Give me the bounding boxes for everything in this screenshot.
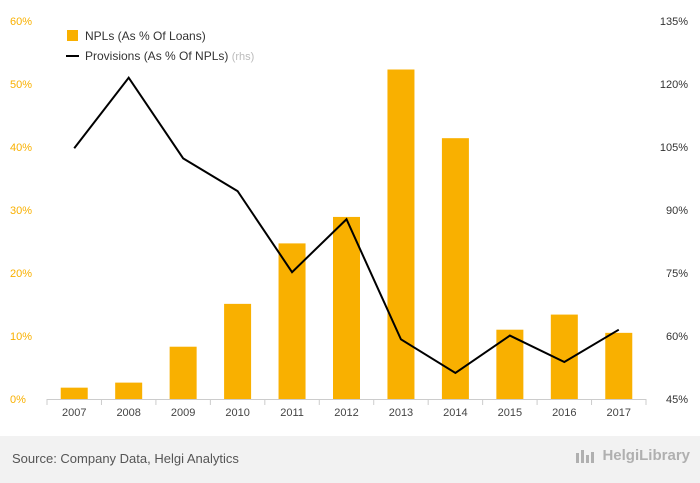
y-left-tick-label: 0% (10, 394, 26, 406)
x-tick-label: 2015 (498, 407, 522, 419)
bar (441, 138, 469, 399)
bar (169, 346, 197, 399)
bar (224, 303, 252, 399)
bar (278, 243, 306, 399)
y-right-tick-label: 120% (660, 79, 688, 91)
x-tick-label: 2016 (552, 407, 576, 419)
y-right-tick-label: 90% (666, 205, 688, 217)
x-tick-label: 2009 (171, 407, 195, 419)
bar (605, 332, 633, 399)
y-left-tick-label: 50% (10, 79, 32, 91)
bar (60, 387, 88, 399)
library-icon (576, 449, 595, 463)
x-tick-label: 2007 (62, 407, 86, 419)
bar (115, 382, 143, 399)
source-text: Source: Company Data, Helgi Analytics (12, 451, 239, 466)
x-tick-label: 2017 (607, 407, 631, 419)
y-left-tick-label: 40% (10, 142, 32, 154)
brand-logo: HelgiLibrary (575, 447, 690, 464)
brand-name: HelgiLibrary (602, 447, 690, 464)
legend-swatch-npls (67, 30, 78, 41)
x-tick-label: 2013 (389, 407, 413, 419)
y-right-tick-label: 60% (666, 331, 688, 343)
legend-rhs-suffix: (rhs) (232, 51, 255, 63)
legend-label-provisions: Provisions (As % Of NPLs) (rhs) (85, 49, 254, 63)
bar (333, 216, 360, 399)
footer: Source: Company Data, Helgi Analytics He… (0, 436, 700, 483)
y-left-tick-label: 10% (10, 331, 32, 343)
y-left-tick-label: 20% (10, 268, 32, 280)
x-tick-label: 2014 (443, 407, 467, 419)
y-right-tick-label: 75% (666, 268, 688, 280)
x-tick-label: 2011 (280, 407, 304, 419)
x-tick-label: 2010 (225, 407, 249, 419)
provisions-line (73, 75, 620, 375)
y-right-tick-label: 135% (660, 16, 688, 28)
y-right-tick-label: 45% (666, 394, 688, 406)
x-tick-label: 2008 (116, 407, 140, 419)
x-tick-label: 2012 (334, 407, 358, 419)
y-right-tick-label: 105% (660, 142, 688, 154)
combo-chart: 0% 10% 20% 30% 40% 50% 60% 45% 60% 75% 90% 105% 120%… (10, 16, 688, 419)
y-left-tick-label: 30% (10, 205, 32, 217)
legend-label-npls: NPLs (As % Of Loans) (85, 29, 206, 43)
y-left-tick-label: 60% (10, 16, 32, 28)
bar (387, 69, 415, 399)
